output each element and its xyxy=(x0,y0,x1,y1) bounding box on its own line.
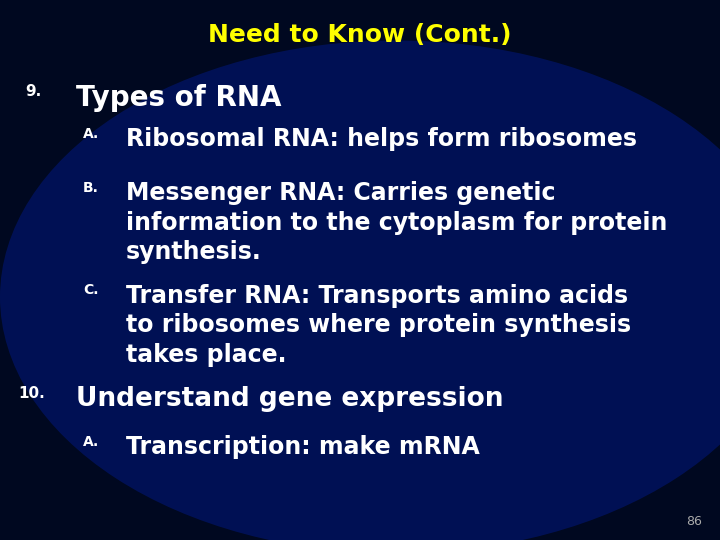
Text: Types of RNA: Types of RNA xyxy=(76,84,281,112)
Text: Transfer RNA: Transports amino acids
to ribosomes where protein synthesis
takes : Transfer RNA: Transports amino acids to … xyxy=(126,284,631,367)
Text: 10.: 10. xyxy=(18,386,45,401)
Text: A.: A. xyxy=(83,127,99,141)
Text: Messenger RNA: Carries genetic
information to the cytoplasm for protein
synthesi: Messenger RNA: Carries genetic informati… xyxy=(126,181,667,264)
Text: Ribosomal RNA: helps form ribosomes: Ribosomal RNA: helps form ribosomes xyxy=(126,127,637,151)
Text: 9.: 9. xyxy=(25,84,42,99)
Text: 86: 86 xyxy=(686,515,702,528)
Text: C.: C. xyxy=(83,284,99,298)
Text: Understand gene expression: Understand gene expression xyxy=(76,386,503,412)
Text: Transcription: make mRNA: Transcription: make mRNA xyxy=(126,435,480,458)
Text: B.: B. xyxy=(83,181,99,195)
Text: Need to Know (Cont.): Need to Know (Cont.) xyxy=(208,23,512,47)
Ellipse shape xyxy=(0,40,720,540)
Text: A.: A. xyxy=(83,435,99,449)
